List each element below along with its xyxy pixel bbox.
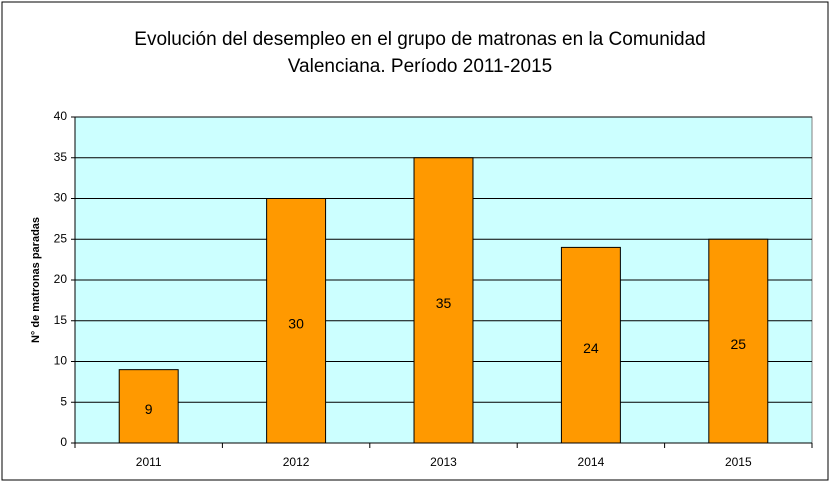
x-tick-label: 2015 (725, 455, 752, 469)
data-label: 35 (436, 295, 452, 311)
y-tick-label: 20 (54, 272, 68, 286)
bar (413, 157, 474, 444)
y-tick-label: 10 (54, 354, 68, 368)
bar (708, 238, 769, 444)
data-label: 9 (145, 401, 153, 417)
y-tick-label: 0 (60, 435, 67, 449)
chart-title: Evolución del desempleo en el grupo de m… (134, 29, 706, 77)
y-tick-label: 40 (54, 109, 68, 123)
data-label: 25 (731, 336, 747, 352)
y-tick-label: 5 (60, 394, 67, 408)
x-tick-label: 2012 (283, 455, 310, 469)
x-tick-label: 2011 (136, 455, 162, 469)
bar (266, 198, 327, 444)
x-tick-label: 2014 (578, 455, 605, 469)
bar (118, 369, 179, 444)
y-tick-label: 30 (54, 191, 68, 205)
data-label: 30 (288, 315, 304, 331)
data-label: 24 (583, 340, 599, 356)
y-tick-label: 25 (54, 231, 68, 245)
x-tick-label: 2013 (430, 455, 457, 469)
bar (560, 246, 621, 444)
y-tick-label: 15 (54, 313, 68, 327)
y-tick-label: 35 (54, 150, 68, 164)
y-axis-label: N° de matronas paradas (30, 217, 42, 343)
